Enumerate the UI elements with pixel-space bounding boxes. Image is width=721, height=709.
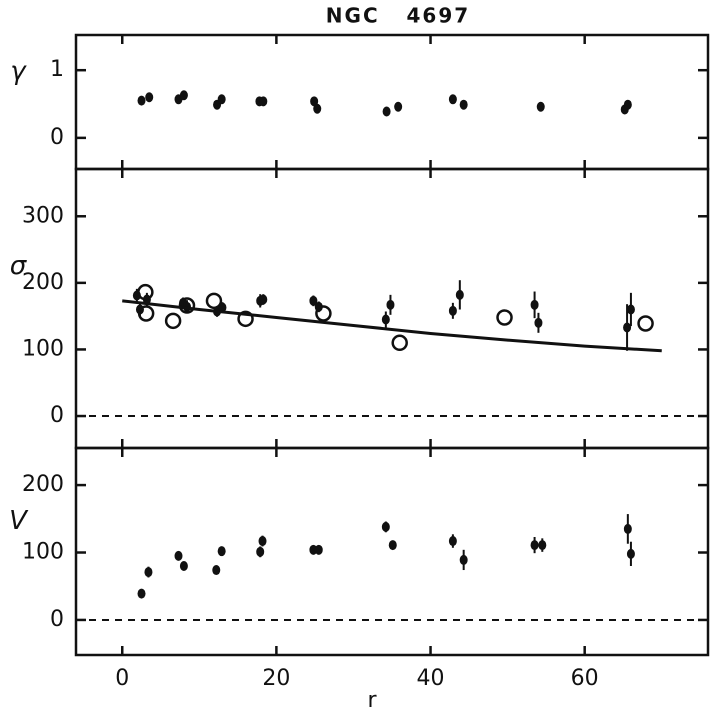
filled-point xyxy=(144,567,153,578)
open-point xyxy=(137,305,155,322)
filled-point xyxy=(623,322,632,333)
filled-point xyxy=(310,96,319,107)
filled-point xyxy=(382,106,391,117)
y-tick-label: 100 xyxy=(22,336,64,361)
open-point xyxy=(496,309,513,326)
filled-point xyxy=(386,299,395,310)
filled-point xyxy=(459,99,468,110)
filled-point xyxy=(256,546,265,557)
filled-point xyxy=(259,96,268,107)
filled-point xyxy=(179,90,188,101)
filled-point xyxy=(217,94,226,105)
filled-point xyxy=(314,544,323,555)
filled-point xyxy=(534,317,543,328)
filled-point xyxy=(623,99,632,110)
filled-point xyxy=(455,289,464,300)
x-tick-label: 40 xyxy=(417,666,445,691)
y-tick-label: 300 xyxy=(22,203,64,228)
filled-point xyxy=(626,548,635,559)
filled-point xyxy=(623,523,632,534)
open-point xyxy=(137,283,154,301)
y-axis-label: σ xyxy=(10,251,28,281)
y-axis-label: γ xyxy=(10,57,27,87)
x-axis-label: r xyxy=(367,688,377,709)
y-tick-label: 100 xyxy=(22,540,64,565)
panel-frame xyxy=(74,33,710,171)
filled-point xyxy=(394,101,403,112)
y-tick-label: 0 xyxy=(50,125,64,150)
filled-point xyxy=(530,540,539,551)
y-tick-label: 0 xyxy=(50,403,64,428)
y-tick-label: 0 xyxy=(50,607,64,632)
chart-title: NGC 4697 xyxy=(326,4,470,28)
filled-point xyxy=(137,95,146,106)
filled-point xyxy=(381,521,390,532)
filled-point xyxy=(448,536,457,547)
x-tick-label: 0 xyxy=(115,666,129,691)
filled-point xyxy=(313,103,322,114)
x-tick-label: 20 xyxy=(262,666,290,691)
filled-point xyxy=(137,588,146,599)
open-point xyxy=(637,315,654,332)
filled-point xyxy=(530,299,539,310)
y-tick-label: 200 xyxy=(22,270,64,295)
filled-point xyxy=(626,304,635,315)
filled-point xyxy=(179,560,188,571)
filled-point xyxy=(459,554,468,565)
open-point xyxy=(391,334,408,352)
filled-point xyxy=(388,540,397,551)
open-point xyxy=(178,297,196,314)
filled-point xyxy=(381,314,390,325)
panel-frame xyxy=(74,446,710,657)
open-point xyxy=(237,310,254,328)
filled-point xyxy=(448,305,457,316)
y-tick-label: 1 xyxy=(50,57,64,82)
x-tick-label: 60 xyxy=(571,666,599,691)
filled-point xyxy=(174,550,183,561)
filled-point xyxy=(309,295,318,306)
y-tick-label: 200 xyxy=(22,472,64,497)
filled-point xyxy=(448,94,457,105)
filled-point xyxy=(536,101,545,112)
open-point xyxy=(205,292,223,310)
filled-point xyxy=(217,546,226,557)
filled-point xyxy=(212,565,221,576)
open-point xyxy=(164,312,182,330)
filled-point xyxy=(258,536,267,547)
open-point xyxy=(315,305,332,322)
model-curve xyxy=(122,299,662,353)
y-axis-label: V xyxy=(9,506,29,536)
filled-point xyxy=(259,294,268,305)
filled-point xyxy=(538,540,547,551)
filled-point xyxy=(145,92,154,103)
